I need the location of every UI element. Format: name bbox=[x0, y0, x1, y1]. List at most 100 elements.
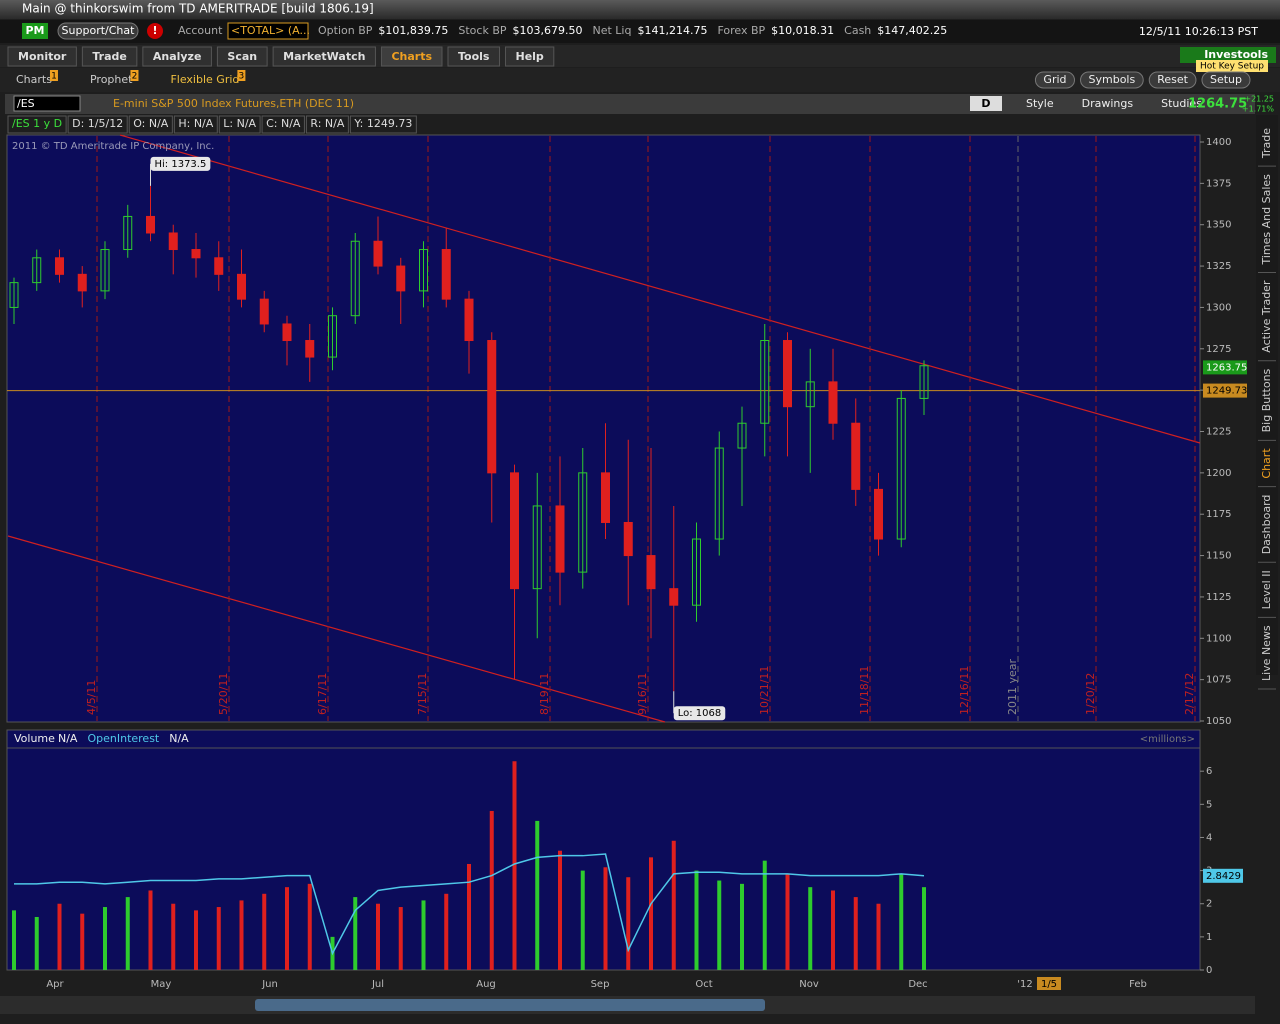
scroll-thumb[interactable] bbox=[255, 999, 765, 1011]
legend-item: N/A bbox=[58, 732, 78, 745]
symbol-button[interactable]: Drawings bbox=[1082, 97, 1134, 110]
copyright: 2011 © TD Ameritrade IP Company, Inc. bbox=[12, 141, 214, 152]
candle-body bbox=[328, 315, 337, 358]
price-plot bbox=[6, 134, 1201, 723]
tab-label[interactable]: Monitor bbox=[18, 50, 67, 63]
tab-label[interactable]: Help bbox=[515, 50, 543, 63]
tab-label[interactable]: Charts bbox=[391, 50, 432, 63]
info-field: R: N/A bbox=[310, 117, 344, 130]
tab-label[interactable]: MarketWatch bbox=[283, 50, 365, 63]
volume-bar bbox=[57, 903, 62, 970]
candle-body bbox=[896, 397, 906, 540]
date-line-label: 12/16/11 bbox=[958, 666, 971, 715]
field-label: Forex BP bbox=[717, 24, 765, 37]
tab[interactable] bbox=[272, 46, 376, 67]
toolbar-label[interactable]: Setup bbox=[1210, 73, 1242, 86]
y-tick-label: 1 bbox=[1206, 932, 1212, 943]
y-tick-label: 4 bbox=[1206, 832, 1212, 843]
side-tab[interactable]: Dashboard bbox=[1260, 495, 1273, 555]
account-select[interactable] bbox=[227, 22, 309, 40]
toolbar-button[interactable] bbox=[1148, 71, 1197, 89]
symbol-button[interactable]: Style bbox=[1026, 97, 1054, 110]
field-value: $101,839.75 bbox=[378, 24, 448, 37]
pm-label[interactable]: PM bbox=[25, 24, 44, 37]
candle-body bbox=[77, 273, 87, 292]
tab-label[interactable]: Scan bbox=[227, 50, 257, 63]
symbol[interactable]: /ES bbox=[17, 97, 35, 110]
volume-bar bbox=[876, 903, 881, 970]
investools-label[interactable]: Investools bbox=[1204, 48, 1268, 61]
account-value[interactable]: <TOTAL> (A... bbox=[231, 24, 310, 37]
side-tab[interactable]: Times And Sales bbox=[1260, 174, 1273, 266]
info-field: C: N/A bbox=[266, 117, 301, 130]
tab[interactable] bbox=[142, 46, 212, 67]
alert-icon[interactable] bbox=[147, 23, 163, 39]
support-label[interactable]: Support/Chat bbox=[62, 24, 136, 37]
tab[interactable] bbox=[7, 46, 77, 67]
alert-label[interactable]: ! bbox=[152, 24, 157, 37]
support-button[interactable] bbox=[57, 22, 139, 40]
volume-title: Volume bbox=[14, 732, 55, 745]
annotation-label: Lo: 1068 bbox=[678, 708, 722, 719]
volume-bar bbox=[899, 873, 904, 970]
side-tab[interactable]: Chart bbox=[1260, 448, 1273, 479]
symbol-button[interactable]: Studies bbox=[1161, 97, 1202, 110]
toolbar-label[interactable]: Reset bbox=[1157, 73, 1188, 86]
side-tab[interactable]: Live News bbox=[1260, 625, 1273, 681]
candle-body bbox=[737, 422, 747, 449]
investools-button[interactable] bbox=[1180, 47, 1276, 63]
candle-body bbox=[692, 538, 701, 606]
side-tab[interactable]: Big Buttons bbox=[1260, 368, 1273, 432]
date-line-label: 8/19/11 bbox=[538, 673, 551, 715]
x-tick-label: Sep bbox=[591, 979, 610, 990]
volume-bar bbox=[34, 916, 39, 970]
volume-bar bbox=[353, 897, 358, 970]
tab[interactable] bbox=[380, 46, 443, 67]
y-tick-label: 5 bbox=[1206, 799, 1212, 810]
toolbar-button[interactable] bbox=[1080, 71, 1144, 89]
date-line-label: 5/20/11 bbox=[217, 673, 230, 715]
subtab-label[interactable]: Flexible Grid bbox=[170, 73, 239, 86]
volume-bar bbox=[626, 877, 631, 970]
field-value: $10,018.31 bbox=[771, 24, 834, 37]
tab[interactable] bbox=[504, 46, 555, 67]
volume-bar bbox=[12, 910, 16, 970]
side-tab[interactable]: Level II bbox=[1260, 570, 1273, 609]
volume-bar bbox=[194, 910, 198, 970]
subtab-label[interactable]: Charts bbox=[16, 73, 52, 86]
volume-bar bbox=[307, 883, 312, 970]
average-tag bbox=[1203, 868, 1243, 883]
y-tick-label: 1150 bbox=[1206, 551, 1231, 562]
candle-body bbox=[373, 240, 383, 267]
candle-body bbox=[282, 323, 292, 342]
symbol-input[interactable] bbox=[13, 95, 81, 112]
candle-body bbox=[237, 273, 246, 300]
candle-body bbox=[646, 555, 656, 590]
side-tab[interactable]: Trade bbox=[1260, 128, 1273, 159]
tab[interactable] bbox=[216, 46, 268, 67]
candle-body bbox=[555, 505, 565, 573]
aggregation[interactable]: D bbox=[981, 97, 990, 110]
toolbar-label[interactable]: Symbols bbox=[1089, 73, 1136, 86]
candle-body bbox=[623, 521, 633, 557]
x-tick-label: '12 bbox=[1017, 979, 1032, 990]
candle-body bbox=[783, 340, 792, 408]
tab-label[interactable]: Trade bbox=[92, 50, 126, 63]
aggregation-box[interactable] bbox=[970, 96, 1002, 111]
toolbar-label[interactable]: Grid bbox=[1043, 73, 1066, 86]
toolbar-button[interactable] bbox=[1034, 71, 1076, 89]
subtab-label[interactable]: Prophet bbox=[90, 73, 133, 86]
tab[interactable] bbox=[81, 46, 138, 67]
side-tab[interactable]: Active Trader bbox=[1260, 280, 1273, 353]
cursor-date: 1/5 bbox=[1041, 979, 1057, 990]
y-tick-label: 1325 bbox=[1206, 261, 1231, 272]
hotkey-tip bbox=[1196, 60, 1268, 72]
tab-label[interactable]: Tools bbox=[458, 50, 490, 63]
annotation-box bbox=[150, 156, 211, 171]
toolbar-button[interactable] bbox=[1201, 71, 1251, 89]
tab-label[interactable]: Analyze bbox=[153, 50, 202, 63]
pm-badge[interactable] bbox=[22, 23, 48, 39]
candle-body bbox=[9, 282, 19, 308]
subtab-key-label: 2 bbox=[132, 72, 138, 82]
tab[interactable] bbox=[447, 46, 500, 67]
